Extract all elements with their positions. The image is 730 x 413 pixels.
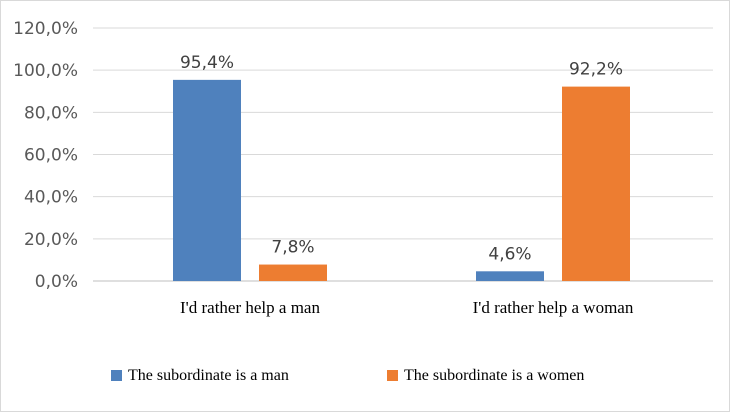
y-tick-label: 80,0% xyxy=(24,103,78,123)
y-tick-label: 40,0% xyxy=(24,188,78,208)
legend-swatch xyxy=(111,370,122,381)
data-label: 7,8% xyxy=(271,238,314,258)
x-category-label: I'd rather help a woman xyxy=(473,298,634,317)
bar xyxy=(476,271,544,281)
bar xyxy=(562,86,630,281)
y-tick-label: 20,0% xyxy=(24,230,78,250)
y-tick-label: 0,0% xyxy=(35,272,78,292)
data-label: 4,6% xyxy=(488,244,531,264)
legend-label: The subordinate is a man xyxy=(128,367,289,384)
data-label: 92,2% xyxy=(569,60,623,80)
bar xyxy=(259,264,327,281)
x-category-label: I'd rather help a man xyxy=(180,298,320,317)
bar xyxy=(173,79,241,282)
data-label: 95,4% xyxy=(180,53,234,73)
y-tick-label: 100,0% xyxy=(13,61,78,81)
y-tick-label: 120,0% xyxy=(13,19,78,39)
legend-swatch xyxy=(387,370,398,381)
y-tick-label: 60,0% xyxy=(24,146,78,166)
legend-label: The subordinate is a women xyxy=(404,367,584,384)
